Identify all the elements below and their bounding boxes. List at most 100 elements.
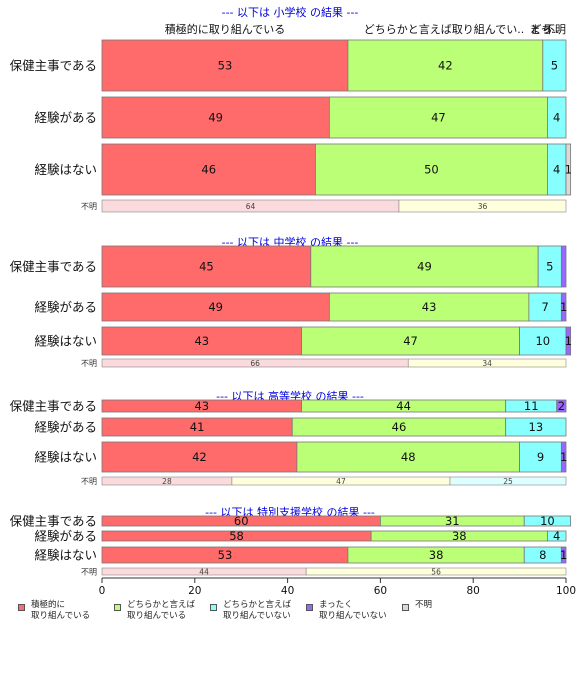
panel-title: --- 以下は 中学校 の結果 --- [222, 235, 359, 249]
bar-segment [101, 441, 298, 473]
unknown-row-label: 不明 [81, 568, 97, 577]
unknown-row-label: 不明 [81, 202, 97, 211]
data-label: 1 [565, 334, 572, 348]
legend-swatch [114, 604, 121, 611]
data-label: 1 [560, 548, 567, 562]
bar-segment [519, 326, 567, 356]
data-label: 41 [190, 420, 205, 434]
data-label: 50 [424, 163, 439, 177]
bar-segment [547, 530, 567, 542]
unknown-row-label: 不明 [81, 477, 97, 486]
unknown-segment [407, 358, 567, 368]
data-label: 31 [445, 514, 460, 528]
legend-swatch [18, 604, 25, 611]
row-label: 保健主事である [10, 514, 97, 529]
bar-segment [101, 326, 302, 356]
unknown-value-label: 36 [478, 202, 488, 211]
x-tick-label: 40 [281, 585, 294, 597]
x-tick-label: 100 [556, 585, 576, 597]
unknown-value-label: 56 [431, 568, 441, 577]
column-header: どち.. [531, 23, 560, 36]
legend-item: 不明 [402, 600, 432, 611]
bar-segment [101, 143, 316, 196]
data-label: 53 [218, 59, 233, 73]
data-label: 43 [194, 399, 209, 413]
unknown-segment [398, 199, 567, 213]
x-tick-label: 60 [374, 585, 387, 597]
bar-segment [565, 143, 572, 196]
panel-title: --- 以下は 高等学校 の結果 --- [216, 389, 364, 403]
bar-segment [301, 326, 520, 356]
data-label: 49 [208, 300, 223, 314]
legend-label: 不明 [415, 600, 433, 610]
legend-label: まったく 取り組んでいない [319, 600, 387, 621]
data-label: 42 [438, 59, 453, 73]
bar-segment [315, 143, 548, 196]
data-label: 58 [229, 529, 244, 543]
data-label: 8 [539, 548, 546, 562]
bar-segment [296, 441, 521, 473]
row-label: 保健主事である [10, 259, 97, 274]
row-label: 経験がある [34, 420, 97, 435]
bar-segment [556, 399, 567, 413]
bar-segment [565, 326, 572, 356]
bar-segment [101, 245, 312, 288]
data-label: 49 [208, 111, 223, 125]
unknown-value-label: 66 [250, 359, 260, 368]
data-label: 38 [452, 529, 467, 543]
row-label: 経験がある [34, 300, 97, 315]
data-label: 10 [535, 334, 550, 348]
row-label: 経験はない [34, 162, 97, 177]
data-label: 4 [553, 529, 560, 543]
column-header: 積極的に取り組んでいる [165, 22, 285, 36]
unknown-value-label: 44 [199, 568, 209, 577]
unknown-value-label: 28 [162, 477, 172, 486]
unknown-value-label: 47 [336, 477, 346, 486]
data-label: 2 [558, 399, 565, 413]
data-label: 1 [560, 300, 567, 314]
row-label: 保健主事である [10, 399, 97, 414]
legend: 積極的に 取り組んでいる どちらかと言えば 取り組んでいる どちらかと言えば 取… [14, 600, 580, 630]
data-label: 48 [401, 450, 416, 464]
legend-item: どちらかと言えば 取り組んでいない [210, 600, 291, 622]
data-label: 46 [392, 420, 407, 434]
row-label: 経験はない [34, 450, 97, 465]
data-label: 1 [565, 163, 572, 177]
legend-label: どちらかと言えば 取り組んでいる [127, 600, 196, 621]
legend-swatch [210, 604, 217, 611]
bar-segment [101, 292, 330, 322]
panel-title: --- 以下は 特別支援学校 の結果 --- [205, 505, 375, 519]
unknown-value-label: 34 [482, 359, 492, 368]
row-label: 経験はない [34, 548, 97, 563]
data-label: 60 [234, 514, 249, 528]
legend-label: 積極的に 取り組んでいる [31, 600, 91, 621]
stacked-bar-chart: 積極的に取り組んでいる どちらかと言えば取り組んでい.. どち..まっ..不明---… [10, 5, 576, 597]
row-label: 経験はない [34, 334, 97, 349]
data-label: 11 [524, 399, 539, 413]
data-label: 13 [529, 420, 544, 434]
bar-segment [528, 292, 562, 322]
data-label: 38 [429, 548, 444, 562]
row-label: 経験がある [34, 110, 97, 125]
data-label: 5 [551, 59, 558, 73]
data-label: 44 [396, 399, 411, 413]
data-label: 7 [541, 300, 548, 314]
bar-segment [519, 441, 562, 473]
data-label: 42 [192, 450, 207, 464]
bar-segment [101, 96, 330, 139]
data-label: 43 [422, 300, 437, 314]
bar-segment [310, 245, 539, 288]
row-label: 経験がある [34, 529, 97, 544]
bar-segment [101, 39, 349, 92]
data-label: 1 [560, 450, 567, 464]
data-label: 9 [537, 450, 544, 464]
bar-segment [505, 417, 567, 437]
x-tick-label: 0 [99, 585, 106, 597]
data-label: 53 [218, 548, 233, 562]
data-label: 47 [403, 334, 418, 348]
bar-segment [560, 546, 567, 564]
x-tick-label: 80 [467, 585, 480, 597]
bar-segment [560, 245, 567, 288]
unknown-value-label: 64 [246, 202, 256, 211]
data-label: 45 [199, 260, 214, 274]
